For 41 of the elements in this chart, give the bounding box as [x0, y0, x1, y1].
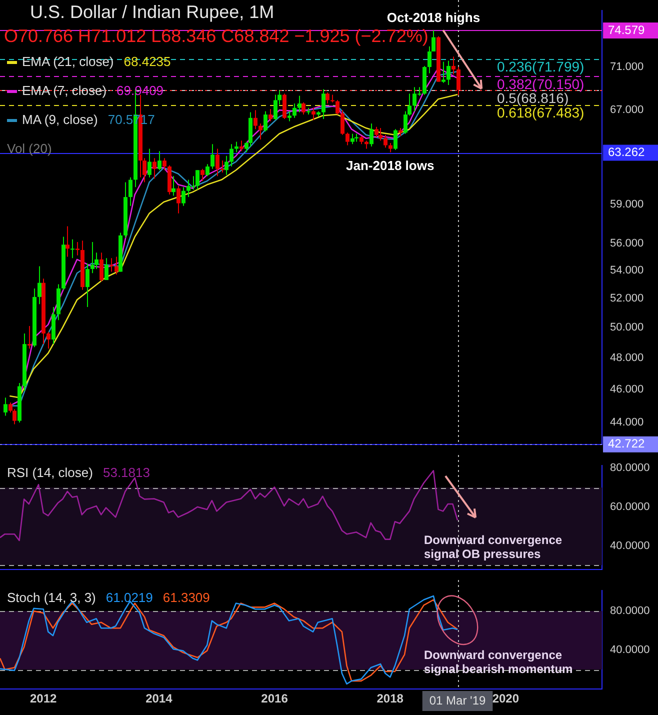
annotation: Jan-2018 lows: [346, 158, 434, 173]
annotation: 61.0219: [106, 590, 153, 605]
y-tick-label: 40.0000: [610, 644, 650, 656]
x-tick-label: 2012: [30, 692, 58, 706]
ref-line-label: 42.722: [608, 436, 646, 451]
x-tick-label: 2014: [146, 692, 173, 706]
annotation: 53.1813: [102, 465, 150, 480]
legend-title: Stoch (14, 3, 3): [7, 590, 96, 605]
legend-title: RSI (14, close): [7, 465, 93, 480]
y-tick-label: 56.000: [610, 237, 644, 250]
x-tick-label: 2016: [261, 692, 288, 706]
y-tick-label: 80.0000: [610, 605, 650, 618]
annotation: Downward convergence signal bearish momentum: [424, 648, 574, 676]
y-tick-label: 60.0000: [610, 500, 650, 513]
x-tick-label: 2020: [492, 692, 520, 706]
y-tick-label: 59.000: [610, 198, 644, 211]
y-tick-label: 50.000: [610, 322, 644, 334]
y-tick-label: 71.000: [610, 61, 644, 74]
y-tick-label: 48.000: [610, 352, 644, 364]
ref-line-label: 63.262: [608, 145, 646, 160]
y-tick-label: 52.000: [610, 292, 644, 304]
text: O70.766 H71.012 L68.346 C68.842 −1.925 (−2.72%): [4, 26, 428, 47]
annotation: Oct-2018 highs: [386, 10, 480, 26]
x-tick-label: 2018: [376, 692, 404, 706]
ref-line-label: 01 Mar '19: [429, 693, 486, 708]
y-tick-label: 40.0000: [610, 540, 650, 552]
ref-line-label: 0.618(67.483): [497, 104, 584, 121]
y-tick-label: 44.000: [610, 416, 644, 429]
annotation: Downward convergence signal OB pressures: [424, 532, 564, 560]
y-tick-label: 54.000: [610, 264, 644, 276]
annotation: 61.3309: [162, 590, 210, 605]
annotation: Vol (20): [7, 140, 53, 158]
annotation: 68.4235: [124, 54, 171, 69]
y-tick-label: 80.0000: [610, 462, 650, 474]
ref-line-label: 0.382(70.150): [497, 76, 584, 92]
y-tick-label: 46.000: [610, 384, 644, 396]
chart-title: U.S. Dollar / Indian Rupee, 1M: [30, 2, 274, 23]
ref-line-label: 74.579: [608, 22, 646, 37]
y-tick-label: 67.000: [610, 104, 644, 116]
ref-line-label: 0.236(71.799): [497, 58, 584, 75]
legend-label: MA (9, close): [22, 112, 98, 127]
